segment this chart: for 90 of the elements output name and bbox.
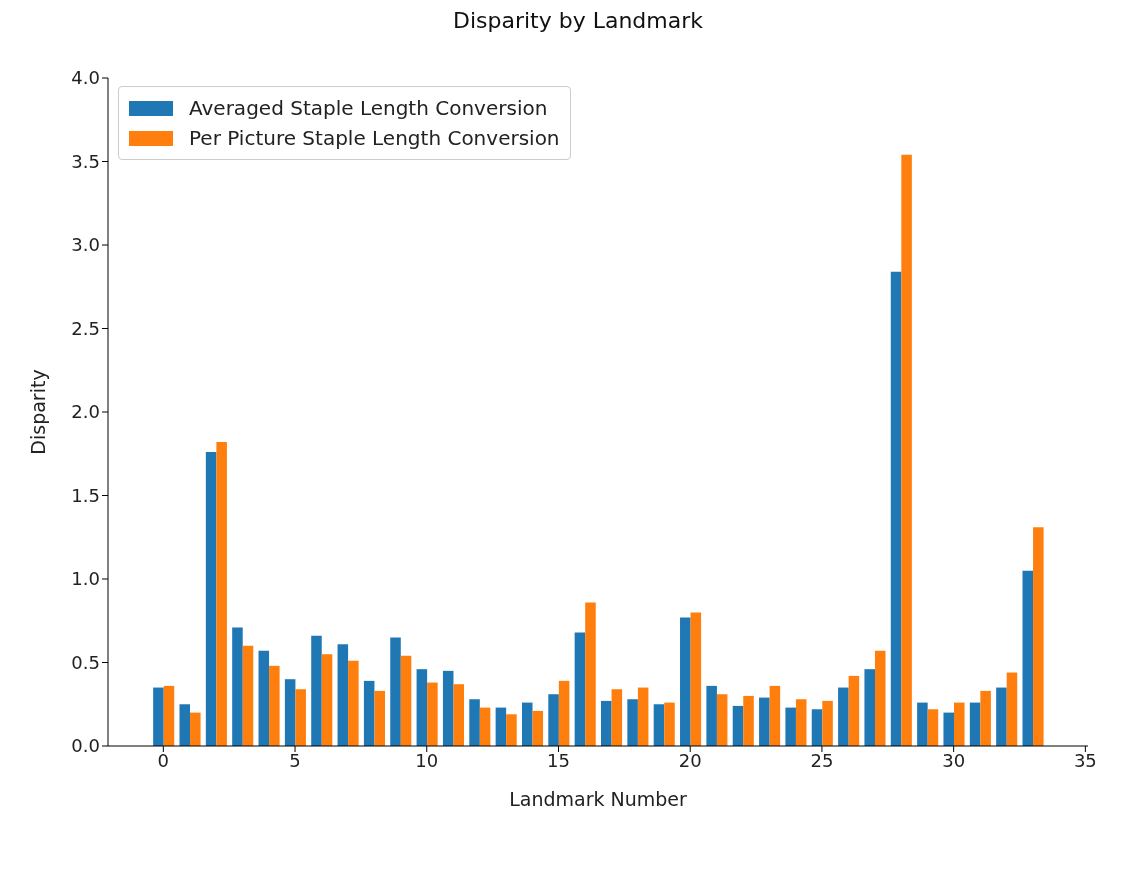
x-tick-label: 35: [1073, 749, 1097, 771]
bar: [532, 710, 544, 746]
bar: [269, 665, 280, 746]
bar: [954, 702, 965, 746]
bar: [601, 700, 612, 746]
bar: [785, 707, 796, 746]
bar: [811, 709, 823, 746]
bar: [427, 682, 438, 746]
bar: [680, 617, 691, 746]
bar: [653, 704, 665, 746]
y-tick-label: 0.0: [71, 735, 100, 757]
bar: [706, 685, 717, 746]
bar: [190, 712, 201, 746]
y-tick-label: 0.5: [71, 651, 100, 673]
x-tick-label: 0: [157, 749, 170, 771]
legend-label: Averaged Staple Length Conversion: [189, 95, 548, 122]
bar: [558, 680, 570, 746]
bar: [548, 694, 559, 746]
x-axis-title: Landmark Number: [509, 788, 688, 810]
bar: [153, 687, 164, 746]
bar: [242, 645, 254, 746]
x-tick-label: 25: [810, 749, 834, 771]
bar: [258, 650, 270, 746]
bar: [1022, 570, 1034, 746]
bar: [969, 702, 981, 746]
bar: [585, 602, 596, 746]
x-tick-label: 20: [678, 749, 702, 771]
bar: [838, 687, 849, 746]
bar: [611, 689, 623, 746]
x-tick-label: 30: [942, 749, 966, 771]
bar: [311, 635, 322, 746]
bar: [205, 452, 217, 746]
y-tick-label: 4.0: [71, 67, 100, 89]
y-tick-label: 2.0: [71, 401, 100, 423]
bar: [980, 690, 991, 746]
y-tick-label: 1.5: [71, 484, 100, 506]
x-tick-label: 5: [289, 749, 301, 771]
bar: [232, 627, 243, 746]
bar: [822, 700, 833, 746]
bar: [927, 709, 939, 746]
y-tick-label: 1.0: [71, 568, 100, 590]
bar: [163, 685, 175, 746]
bar: [848, 675, 860, 746]
bar: [627, 699, 638, 746]
bar: [743, 695, 754, 746]
bar: [574, 632, 586, 746]
bar: [442, 670, 454, 746]
bar: [795, 699, 807, 746]
bar: [416, 669, 428, 746]
bar: [664, 702, 675, 746]
bar: [874, 650, 886, 746]
bar: [479, 707, 491, 746]
bar: [469, 699, 480, 746]
bar: [374, 690, 385, 746]
bar: [216, 442, 227, 746]
bar: [1006, 672, 1018, 746]
bar: [1033, 527, 1044, 746]
bar: [769, 685, 781, 746]
bar: [390, 637, 401, 746]
bar: [690, 612, 702, 746]
bar: [996, 687, 1007, 746]
bar: [732, 705, 744, 746]
bar: [943, 712, 955, 746]
x-tick-label: 15: [547, 749, 570, 771]
bar: [284, 679, 296, 746]
bar: [495, 707, 507, 746]
x-tick-label: 10: [415, 749, 439, 771]
bar: [506, 714, 517, 746]
y-tick-label: 2.5: [71, 317, 100, 339]
bar: [363, 680, 375, 746]
bar: [716, 694, 728, 746]
bar: [917, 702, 928, 746]
bar: [453, 684, 465, 746]
bar: [337, 644, 349, 746]
bar: [321, 654, 333, 746]
bar: [295, 689, 306, 746]
bar: [521, 702, 533, 746]
y-axis-title: Disparity: [26, 369, 49, 455]
bar: [759, 697, 770, 746]
bar: [901, 154, 912, 746]
bar: [400, 655, 412, 746]
chart-title: Disparity by Landmark: [451, 8, 705, 35]
bar: [890, 271, 902, 746]
bar: [179, 704, 191, 746]
y-tick-label: 3.5: [71, 150, 100, 172]
bar: [637, 687, 649, 746]
bar: [864, 669, 875, 746]
legend-label: Per Picture Staple Length Conversion: [189, 125, 560, 152]
y-tick-label: 3.0: [71, 234, 100, 256]
bar: [348, 660, 359, 746]
